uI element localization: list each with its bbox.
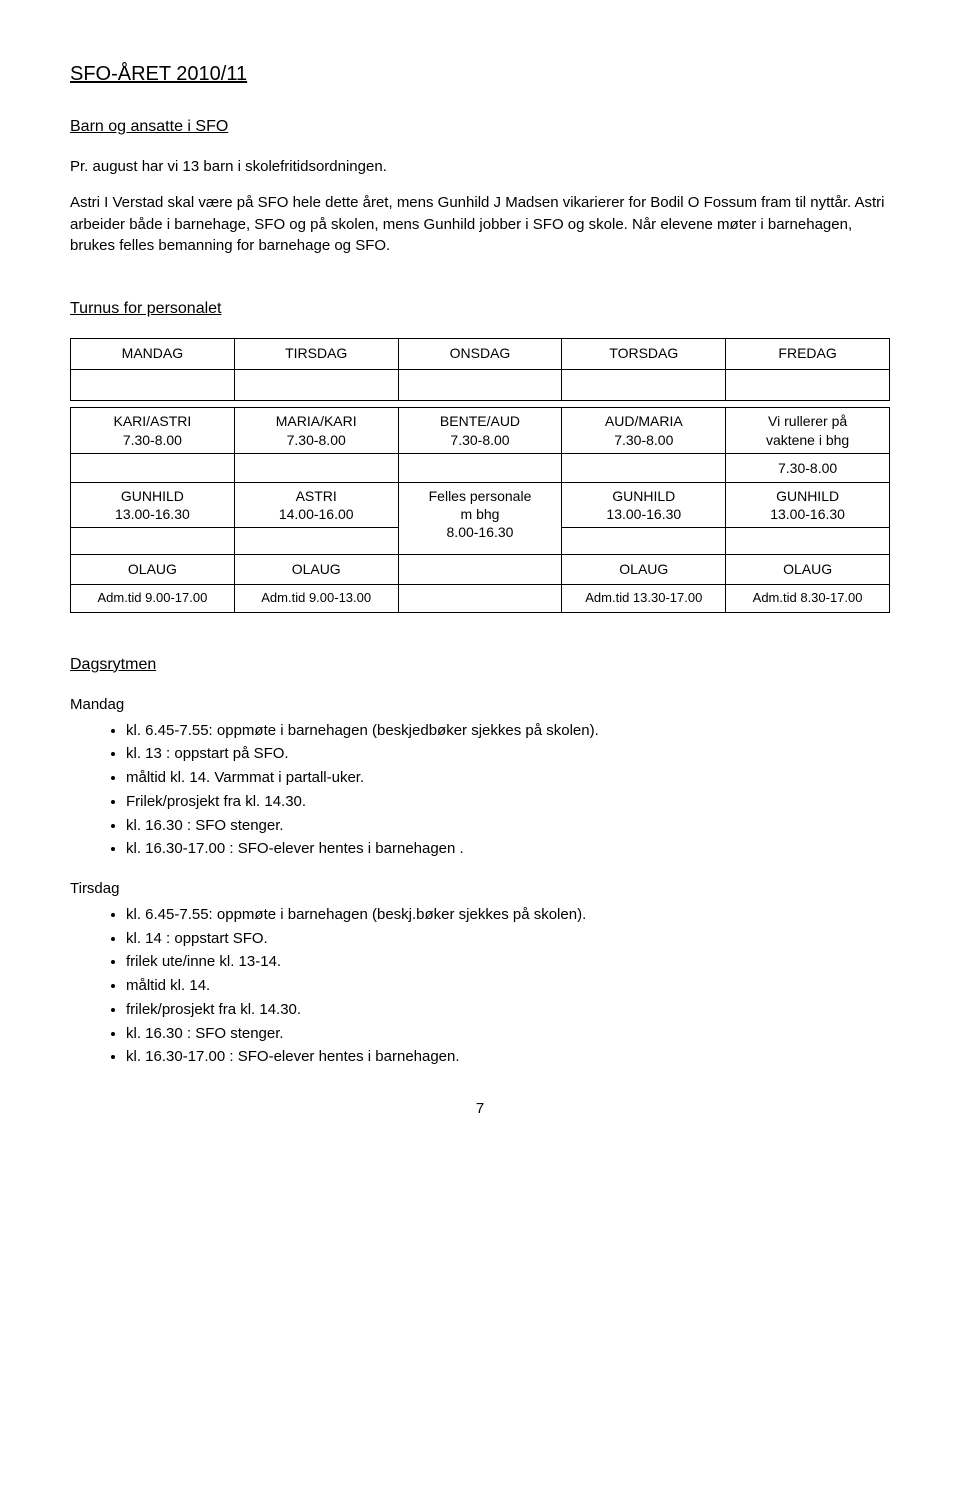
day-header: FREDAG [726,339,890,370]
table-cell: MARIA/KARI 7.30-8.00 [234,408,398,453]
cell-name: MARIA/KARI [276,413,357,429]
section-dagsrytmen: Dagsrytmen [70,653,890,676]
table-cell [71,528,235,555]
table-cell: OLAUG [71,555,235,584]
cell-text: m bhg [461,506,500,522]
cell-time: 7.30-8.00 [450,432,509,448]
table-cell [71,370,235,401]
list-item: kl. 13 : oppstart på SFO. [126,743,890,765]
day-header: ONSDAG [398,339,562,370]
tirsdag-list: kl. 6.45-7.55: oppmøte i barnehagen (bes… [70,904,890,1068]
cell-name: GUNHILD [612,488,675,504]
intro-paragraph-1: Pr. august har vi 13 barn i skolefritids… [70,156,890,178]
list-item: måltid kl. 14. [126,975,890,997]
cell-text: vaktene i bhg [766,432,849,448]
list-item: kl. 16.30-17.00 : SFO-elever hentes i ba… [126,838,890,860]
table-cell [726,528,890,555]
table-cell [398,584,562,612]
cell-name: GUNHILD [121,488,184,504]
table-cell [71,453,235,482]
cell-time: 13.00-16.30 [115,506,190,522]
table-cell [562,528,726,555]
list-item: måltid kl. 14. Varmmat i partall-uker. [126,767,890,789]
cell-name: AUD/MARIA [605,413,683,429]
section-turnus: Turnus for personalet [70,297,890,320]
table-cell: ASTRI 14.00-16.00 [234,483,398,528]
table-row: KARI/ASTRI 7.30-8.00 MARIA/KARI 7.30-8.0… [71,408,890,453]
table-row [71,370,890,401]
cell-time: 7.30-8.00 [123,432,182,448]
table-cell: Felles personale m bhg 8.00-16.30 [398,483,562,555]
cell-name: BENTE/AUD [440,413,520,429]
table-cell: Adm.tid 8.30-17.00 [726,584,890,612]
table-cell [726,370,890,401]
cell-time: 13.00-16.30 [770,506,845,522]
list-item: kl. 14 : oppstart SFO. [126,928,890,950]
table-cell: Vi rullerer på vaktene i bhg [726,408,890,453]
table-cell: GUNHILD 13.00-16.30 [726,483,890,528]
table-cell: Adm.tid 9.00-17.00 [71,584,235,612]
table-cell: BENTE/AUD 7.30-8.00 [398,408,562,453]
table-cell: KARI/ASTRI 7.30-8.00 [71,408,235,453]
table-cell: 7.30-8.00 [726,453,890,482]
list-item: kl. 6.45-7.55: oppmøte i barnehagen (bes… [126,904,890,926]
table-cell: Adm.tid 13.30-17.00 [562,584,726,612]
list-item: kl. 6.45-7.55: oppmøte i barnehagen (bes… [126,720,890,742]
table-cell [234,528,398,555]
table-cell [398,453,562,482]
list-item: frilek/prosjekt fra kl. 14.30. [126,999,890,1021]
list-item: Frilek/prosjekt fra kl. 14.30. [126,791,890,813]
tirsdag-title: Tirsdag [70,878,890,900]
cell-name: KARI/ASTRI [114,413,192,429]
table-cell: OLAUG [726,555,890,584]
day-header: MANDAG [71,339,235,370]
table-row: GUNHILD 13.00-16.30 ASTRI 14.00-16.00 Fe… [71,483,890,528]
mandag-title: Mandag [70,694,890,716]
cell-name: ASTRI [296,488,337,504]
mandag-list: kl. 6.45-7.55: oppmøte i barnehagen (bes… [70,720,890,861]
cell-time: 7.30-8.00 [614,432,673,448]
table-cell [398,555,562,584]
table-cell: OLAUG [562,555,726,584]
table-cell [562,453,726,482]
list-item: kl. 16.30 : SFO stenger. [126,815,890,837]
table-cell [398,370,562,401]
day-header: TIRSDAG [234,339,398,370]
table-cell: Adm.tid 9.00-13.00 [234,584,398,612]
table-cell: OLAUG [234,555,398,584]
table-cell [562,370,726,401]
list-item: kl. 16.30 : SFO stenger. [126,1023,890,1045]
table-row: MANDAG TIRSDAG ONSDAG TORSDAG FREDAG [71,339,890,370]
table-row: OLAUG OLAUG OLAUG OLAUG [71,555,890,584]
table-row: Adm.tid 9.00-17.00 Adm.tid 9.00-13.00 Ad… [71,584,890,612]
table-cell: AUD/MARIA 7.30-8.00 [562,408,726,453]
day-header: TORSDAG [562,339,726,370]
list-item: kl. 16.30-17.00 : SFO-elever hentes i ba… [126,1046,890,1068]
intro-paragraph-2: Astri I Verstad skal være på SFO hele de… [70,192,890,257]
section-barn-ansatte: Barn og ansatte i SFO [70,115,890,138]
table-cell: GUNHILD 13.00-16.30 [562,483,726,528]
schedule-body-table: KARI/ASTRI 7.30-8.00 MARIA/KARI 7.30-8.0… [70,407,890,612]
table-row: 7.30-8.00 [71,453,890,482]
cell-time: 13.00-16.30 [606,506,681,522]
table-cell: GUNHILD 13.00-16.30 [71,483,235,528]
table-cell [234,370,398,401]
schedule-header-table: MANDAG TIRSDAG ONSDAG TORSDAG FREDAG [70,338,890,401]
cell-text: Felles personale [429,488,532,504]
table-cell [234,453,398,482]
cell-time: 14.00-16.00 [279,506,354,522]
page-number: 7 [70,1098,890,1120]
cell-time: 8.00-16.30 [447,524,514,540]
page-title: SFO-ÅRET 2010/11 [70,60,890,89]
list-item: frilek ute/inne kl. 13-14. [126,951,890,973]
cell-time: 7.30-8.00 [287,432,346,448]
cell-name: GUNHILD [776,488,839,504]
cell-text: Vi rullerer på [768,413,847,429]
